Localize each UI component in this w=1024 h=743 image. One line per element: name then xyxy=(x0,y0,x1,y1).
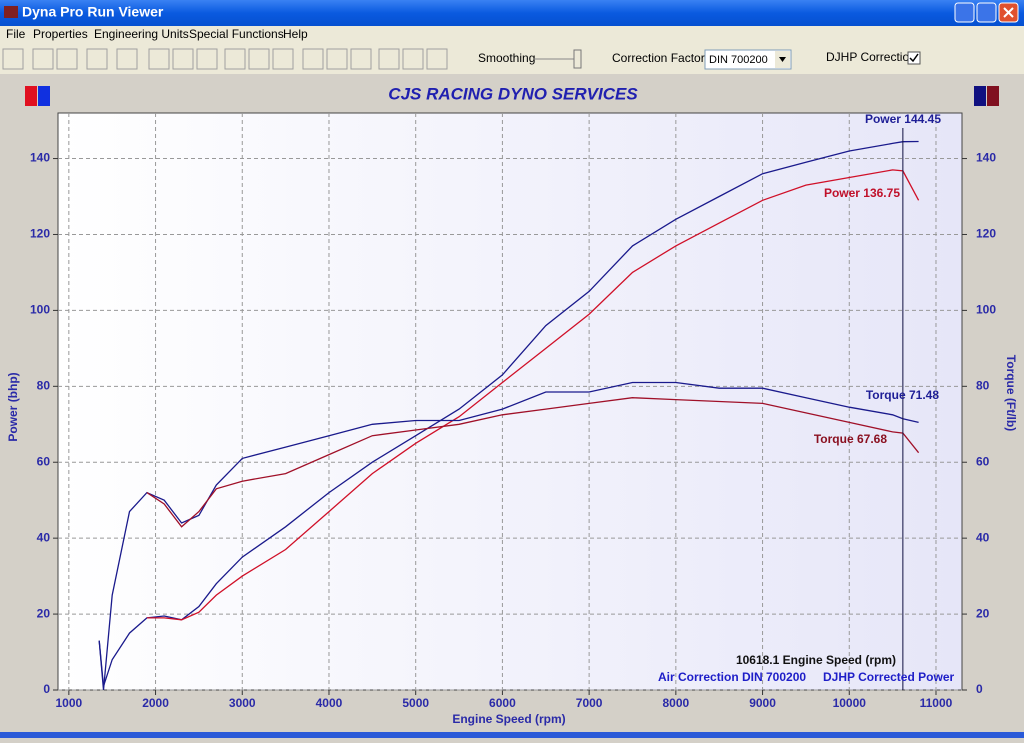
x-tick-label: 2000 xyxy=(142,696,169,710)
toolbar-button[interactable] xyxy=(224,48,246,70)
annotation: Air Correction DIN 700200 xyxy=(658,670,806,684)
djhp-checkbox[interactable] xyxy=(907,51,921,65)
status-strip xyxy=(0,732,1024,738)
toolbar-button[interactable] xyxy=(116,48,138,70)
x-tick-label: 3000 xyxy=(229,696,256,710)
minimize-button[interactable] xyxy=(954,2,975,23)
menu-item[interactable]: Engineering Units xyxy=(94,27,189,41)
x-tick-label: 4000 xyxy=(316,696,343,710)
y2-tick-label: 100 xyxy=(976,303,996,317)
toolbar xyxy=(0,44,1024,74)
menu-item[interactable]: Properties xyxy=(33,27,88,41)
smoothing-slider[interactable] xyxy=(573,49,582,69)
toolbar-button[interactable] xyxy=(378,48,400,70)
toolbar-button[interactable] xyxy=(56,48,78,70)
toolbar-button[interactable] xyxy=(32,48,54,70)
menu-item[interactable]: Special Functions xyxy=(189,27,284,41)
toolbar-button[interactable] xyxy=(402,48,424,70)
window-title: Dyna Pro Run Viewer xyxy=(22,4,164,20)
y2-tick-label: 0 xyxy=(976,682,983,696)
correction-select-value: DIN 700200 xyxy=(709,54,768,66)
y2-tick-label: 40 xyxy=(976,530,990,544)
x-tick-label: 5000 xyxy=(402,696,429,710)
toolbar-button[interactable] xyxy=(302,48,324,70)
close-icon xyxy=(1003,7,1014,18)
y-tick-label: 0 xyxy=(43,682,50,696)
legend-swatch xyxy=(974,86,986,106)
app-icon xyxy=(4,6,18,18)
toolbar-button[interactable] xyxy=(248,48,270,70)
annotation: 10618.1 Engine Speed (rpm) xyxy=(736,653,896,667)
toolbar-button[interactable] xyxy=(326,48,348,70)
y-tick-label: 20 xyxy=(37,606,51,620)
y2-tick-label: 120 xyxy=(976,227,996,241)
x-tick-label: 11000 xyxy=(920,696,953,710)
annotation: DJHP Corrected Power xyxy=(823,670,954,684)
smoothing-label: Smoothing xyxy=(478,51,535,65)
djhp-label: DJHP Correction xyxy=(826,50,916,64)
x-tick-label: 7000 xyxy=(576,696,603,710)
y2-tick-label: 20 xyxy=(976,606,990,620)
series-line xyxy=(98,381,919,691)
checkmark xyxy=(909,53,919,63)
x-tick-label: 6000 xyxy=(489,696,516,710)
toolbar-button[interactable] xyxy=(2,48,24,70)
y-axis-label: Power (bhp) xyxy=(6,372,20,441)
annotation: Power 136.75 xyxy=(824,186,900,200)
menu-item[interactable]: Help xyxy=(283,27,308,41)
y-tick-label: 40 xyxy=(37,530,51,544)
x-tick-label: 1000 xyxy=(55,696,82,710)
y-tick-label: 80 xyxy=(37,378,51,392)
annotation: Torque 67.68 xyxy=(814,432,887,446)
y-tick-label: 60 xyxy=(37,454,51,468)
x-tick-label: 8000 xyxy=(662,696,689,710)
chart-title: CJS RACING DYNO SERVICES xyxy=(388,84,638,103)
correction-select[interactable] xyxy=(704,49,792,70)
menu-item[interactable]: File xyxy=(6,27,26,41)
x-axis-label: Engine Speed (rpm) xyxy=(452,712,565,726)
legend-swatch xyxy=(38,86,50,106)
toolbar-button[interactable] xyxy=(148,48,170,70)
toolbar-button[interactable] xyxy=(196,48,218,70)
y2-tick-label: 140 xyxy=(976,151,996,165)
maximize-button[interactable] xyxy=(976,2,997,23)
legend-swatch xyxy=(987,86,999,106)
x-tick-label: 9000 xyxy=(749,696,776,710)
legend-swatch xyxy=(25,86,37,106)
toolbar-button[interactable] xyxy=(86,48,108,70)
select-arrow-icon xyxy=(779,57,786,62)
toolbar-button[interactable] xyxy=(172,48,194,70)
toolbar-button[interactable] xyxy=(426,48,448,70)
y2-tick-label: 60 xyxy=(976,454,990,468)
toolbar-button[interactable] xyxy=(272,48,294,70)
correction-factor-label: Correction Factor xyxy=(612,51,705,65)
x-tick-label: 10000 xyxy=(833,696,867,710)
y-tick-label: 140 xyxy=(30,151,50,165)
toolbar-button[interactable] xyxy=(350,48,372,70)
annotation: Power 144.45 xyxy=(865,112,941,126)
series-line xyxy=(146,169,920,621)
y2-axis-label: Torque (Ft/lb) xyxy=(1004,355,1018,431)
y-tick-label: 100 xyxy=(30,303,50,317)
y2-tick-label: 80 xyxy=(976,378,990,392)
series-line xyxy=(146,397,920,528)
title-bar xyxy=(0,0,1024,26)
annotation: Torque 71.48 xyxy=(866,388,939,402)
menu-bar xyxy=(0,26,1024,44)
y-tick-label: 120 xyxy=(30,227,50,241)
